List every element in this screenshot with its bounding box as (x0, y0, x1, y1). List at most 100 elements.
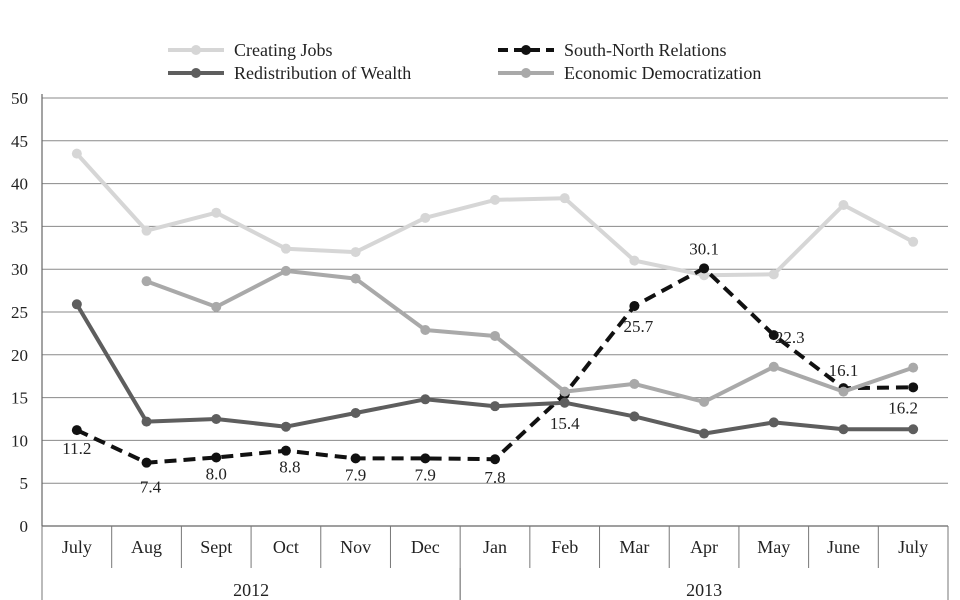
series-lines (71, 148, 919, 468)
data-point (211, 301, 222, 312)
legend-swatch-marker (521, 68, 531, 78)
data-point (768, 417, 779, 428)
x-category-label: Dec (411, 537, 440, 557)
x-category-label: Oct (273, 537, 299, 557)
y-tick-label: 30 (11, 260, 28, 279)
legend-label: South-North Relations (564, 40, 727, 60)
series-line-south-north-relations (75, 266, 914, 465)
x-category-label: Apr (690, 537, 718, 557)
y-tick-label: 20 (11, 346, 28, 365)
data-point (71, 299, 82, 310)
data-point (559, 193, 570, 204)
y-tick-label: 0 (20, 517, 29, 536)
data-point (699, 270, 710, 281)
x-category-label: Nov (340, 537, 371, 557)
x-category-label: Aug (131, 537, 162, 557)
legend-label: Economic Democratization (564, 63, 761, 83)
legend-swatch-marker (191, 68, 201, 78)
data-point (838, 386, 849, 397)
x-category-label: Mar (619, 537, 649, 557)
data-point (490, 194, 500, 205)
x-category-label: May (757, 537, 790, 557)
y-tick-label: 5 (20, 474, 29, 493)
year-label: 2013 (686, 580, 722, 600)
data-point (629, 378, 640, 389)
data-point (350, 247, 361, 258)
data-point (141, 457, 152, 468)
data-point (908, 424, 919, 435)
data-label: 8.0 (206, 465, 227, 484)
data-point (768, 269, 779, 280)
data-point (490, 454, 500, 465)
data-point (699, 428, 710, 439)
data-point (350, 273, 361, 284)
data-point (908, 382, 919, 393)
data-point (629, 255, 640, 266)
data-point (490, 401, 500, 412)
x-category-label: Feb (551, 537, 578, 557)
data-point (71, 148, 82, 159)
series-line-economic-democratization (145, 268, 914, 404)
data-label: 7.9 (415, 465, 436, 484)
data-point (71, 425, 82, 436)
data-label: 16.1 (829, 361, 859, 380)
data-point (629, 411, 640, 422)
y-axis-ticks: 0 5 10 15 20 25 30 35 40 45 50 (11, 89, 28, 536)
data-point (420, 324, 431, 335)
data-label: 8.8 (279, 458, 300, 477)
gridlines (42, 97, 948, 484)
legend-swatch-marker (521, 45, 531, 55)
y-tick-label: 35 (11, 217, 28, 236)
data-point (280, 445, 291, 456)
y-tick-label: 45 (11, 132, 28, 151)
x-category-label: June (827, 537, 860, 557)
data-point (838, 424, 849, 435)
x-category-label: Sept (200, 537, 232, 557)
y-tick-label: 10 (11, 431, 28, 450)
data-point (141, 416, 152, 427)
data-point (908, 236, 919, 247)
data-label: 22.3 (775, 328, 805, 347)
data-point (420, 212, 431, 223)
legend: Creating Jobs South-North Relations Redist… (168, 40, 761, 83)
data-point (141, 276, 152, 287)
data-label: 11.2 (62, 439, 91, 458)
data-labels: 11.2 7.4 8.0 8.8 7.9 7.9 7.8 15.4 25.7 30.1 22.3 16… (62, 239, 918, 496)
legend-swatch-marker (191, 45, 201, 55)
data-point (280, 421, 291, 432)
data-point (350, 453, 361, 464)
data-point (768, 361, 779, 372)
data-point (211, 414, 222, 424)
data-point (908, 362, 919, 373)
data-point (350, 408, 361, 419)
data-label: 7.4 (140, 478, 162, 497)
data-label: 7.8 (484, 468, 505, 487)
y-tick-label: 25 (11, 303, 28, 322)
data-point (141, 225, 152, 236)
data-label: 16.2 (888, 398, 918, 417)
data-label: 25.7 (624, 317, 654, 336)
data-point (211, 452, 222, 463)
data-point (211, 207, 222, 218)
data-point (768, 330, 779, 341)
series-line-redistribution-of-wealth (75, 303, 914, 436)
x-category-label: July (898, 537, 928, 557)
x-axis-categories: 2012 2013 July Aug Sept Oct Nov Dec Jan Feb Mar Apr… (62, 537, 928, 600)
data-point (420, 394, 431, 405)
data-point (699, 263, 710, 274)
y-tick-label: 15 (11, 389, 28, 408)
y-tick-label: 50 (11, 89, 28, 108)
data-label: 15.4 (550, 414, 580, 433)
data-point (559, 386, 570, 397)
data-point (420, 453, 431, 464)
data-point (280, 265, 291, 276)
data-point (699, 396, 710, 407)
legend-label: Redistribution of Wealth (234, 63, 411, 83)
data-point (838, 200, 849, 210)
legend-label: Creating Jobs (234, 40, 333, 60)
x-category-label: Jan (483, 537, 507, 557)
series-line-creating-jobs (75, 152, 915, 278)
data-label: 30.1 (689, 239, 719, 258)
data-point (629, 301, 640, 312)
